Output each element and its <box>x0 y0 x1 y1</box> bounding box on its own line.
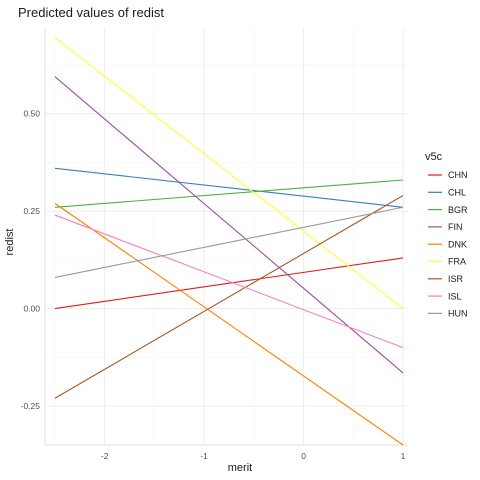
series-lines <box>54 37 404 446</box>
series-line-isr <box>54 195 404 399</box>
y-tick-label: 0.00 <box>23 304 40 314</box>
legend-items: CHN CHL BGR FIN DNK FRA ISR ISL HUN <box>428 170 468 319</box>
series-line-fra <box>54 37 404 310</box>
x-tick-label: -1 <box>200 451 208 461</box>
plot-area: -2 -1 0 1 -0.25 0.00 0.25 0.50 <box>21 28 408 461</box>
y-tick-label: 0.50 <box>23 109 40 119</box>
series-line-hun <box>54 206 404 278</box>
y-tick-label: -0.25 <box>21 401 41 411</box>
series-line-bgr <box>54 179 404 208</box>
x-tick-label: 0 <box>301 451 306 461</box>
legend-label-dnk: DNK <box>448 239 467 249</box>
y-tick-label: 0.25 <box>23 206 40 216</box>
legend-label-chn: CHN <box>448 170 468 180</box>
x-axis-ticks: -2 -1 0 1 <box>101 451 406 461</box>
legend-label-isr: ISR <box>448 274 464 284</box>
legend-label-bgr: BGR <box>448 205 468 215</box>
series-line-isl <box>54 214 404 349</box>
legend-label-isl: ISL <box>448 291 462 301</box>
series-line-chn <box>54 257 404 310</box>
series-line-chl <box>54 167 404 208</box>
x-tick-label: 1 <box>401 451 406 461</box>
legend-title: v5c <box>425 151 443 163</box>
series-line-fin <box>54 76 404 374</box>
legend: v5c CHN CHL BGR FIN DNK FRA ISR ISL HUN <box>425 151 468 319</box>
grid <box>44 28 408 446</box>
legend-label-hun: HUN <box>448 309 468 319</box>
x-axis-title: merit <box>228 462 252 474</box>
chart-title: Predicted values of redist <box>18 5 164 20</box>
legend-label-fra: FRA <box>448 257 466 267</box>
y-axis-title: redist <box>4 229 16 256</box>
legend-label-fin: FIN <box>448 222 463 232</box>
x-tick-label: -2 <box>101 451 109 461</box>
legend-label-chl: CHL <box>448 188 466 198</box>
y-axis-ticks: -0.25 0.00 0.25 0.50 <box>21 109 41 411</box>
series-line-dnk <box>54 202 404 446</box>
